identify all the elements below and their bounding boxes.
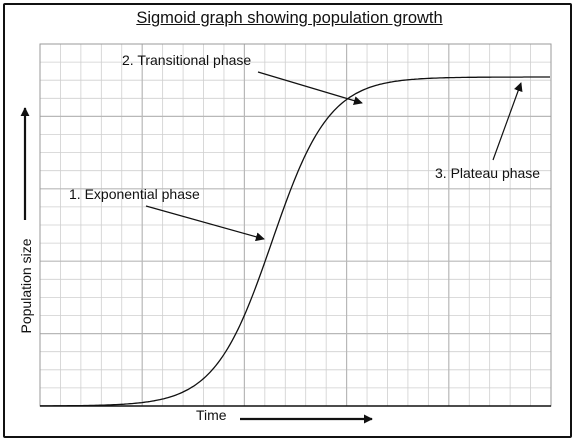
sigmoid-curve	[40, 76, 550, 407]
plateau-phase-label: 3. Plateau phase	[435, 165, 541, 181]
grid-minor-lines	[40, 44, 551, 406]
plateau-phase-arrow	[492, 82, 523, 161]
x-axis-label: Time	[196, 407, 227, 423]
diagram-frame	[3, 3, 572, 438]
exponential-phase-label: 1. Exponential phase	[69, 186, 200, 202]
grid-major-lines	[40, 44, 551, 406]
diagram-title: Sigmoid graph showing population growth	[136, 9, 443, 27]
transitional-phase-arrow	[257, 71, 363, 105]
y-axis-label: Population size	[18, 238, 34, 334]
transitional-phase-label: 2. Transitional phase	[122, 52, 252, 68]
exponential-phase-arrow	[145, 205, 265, 242]
